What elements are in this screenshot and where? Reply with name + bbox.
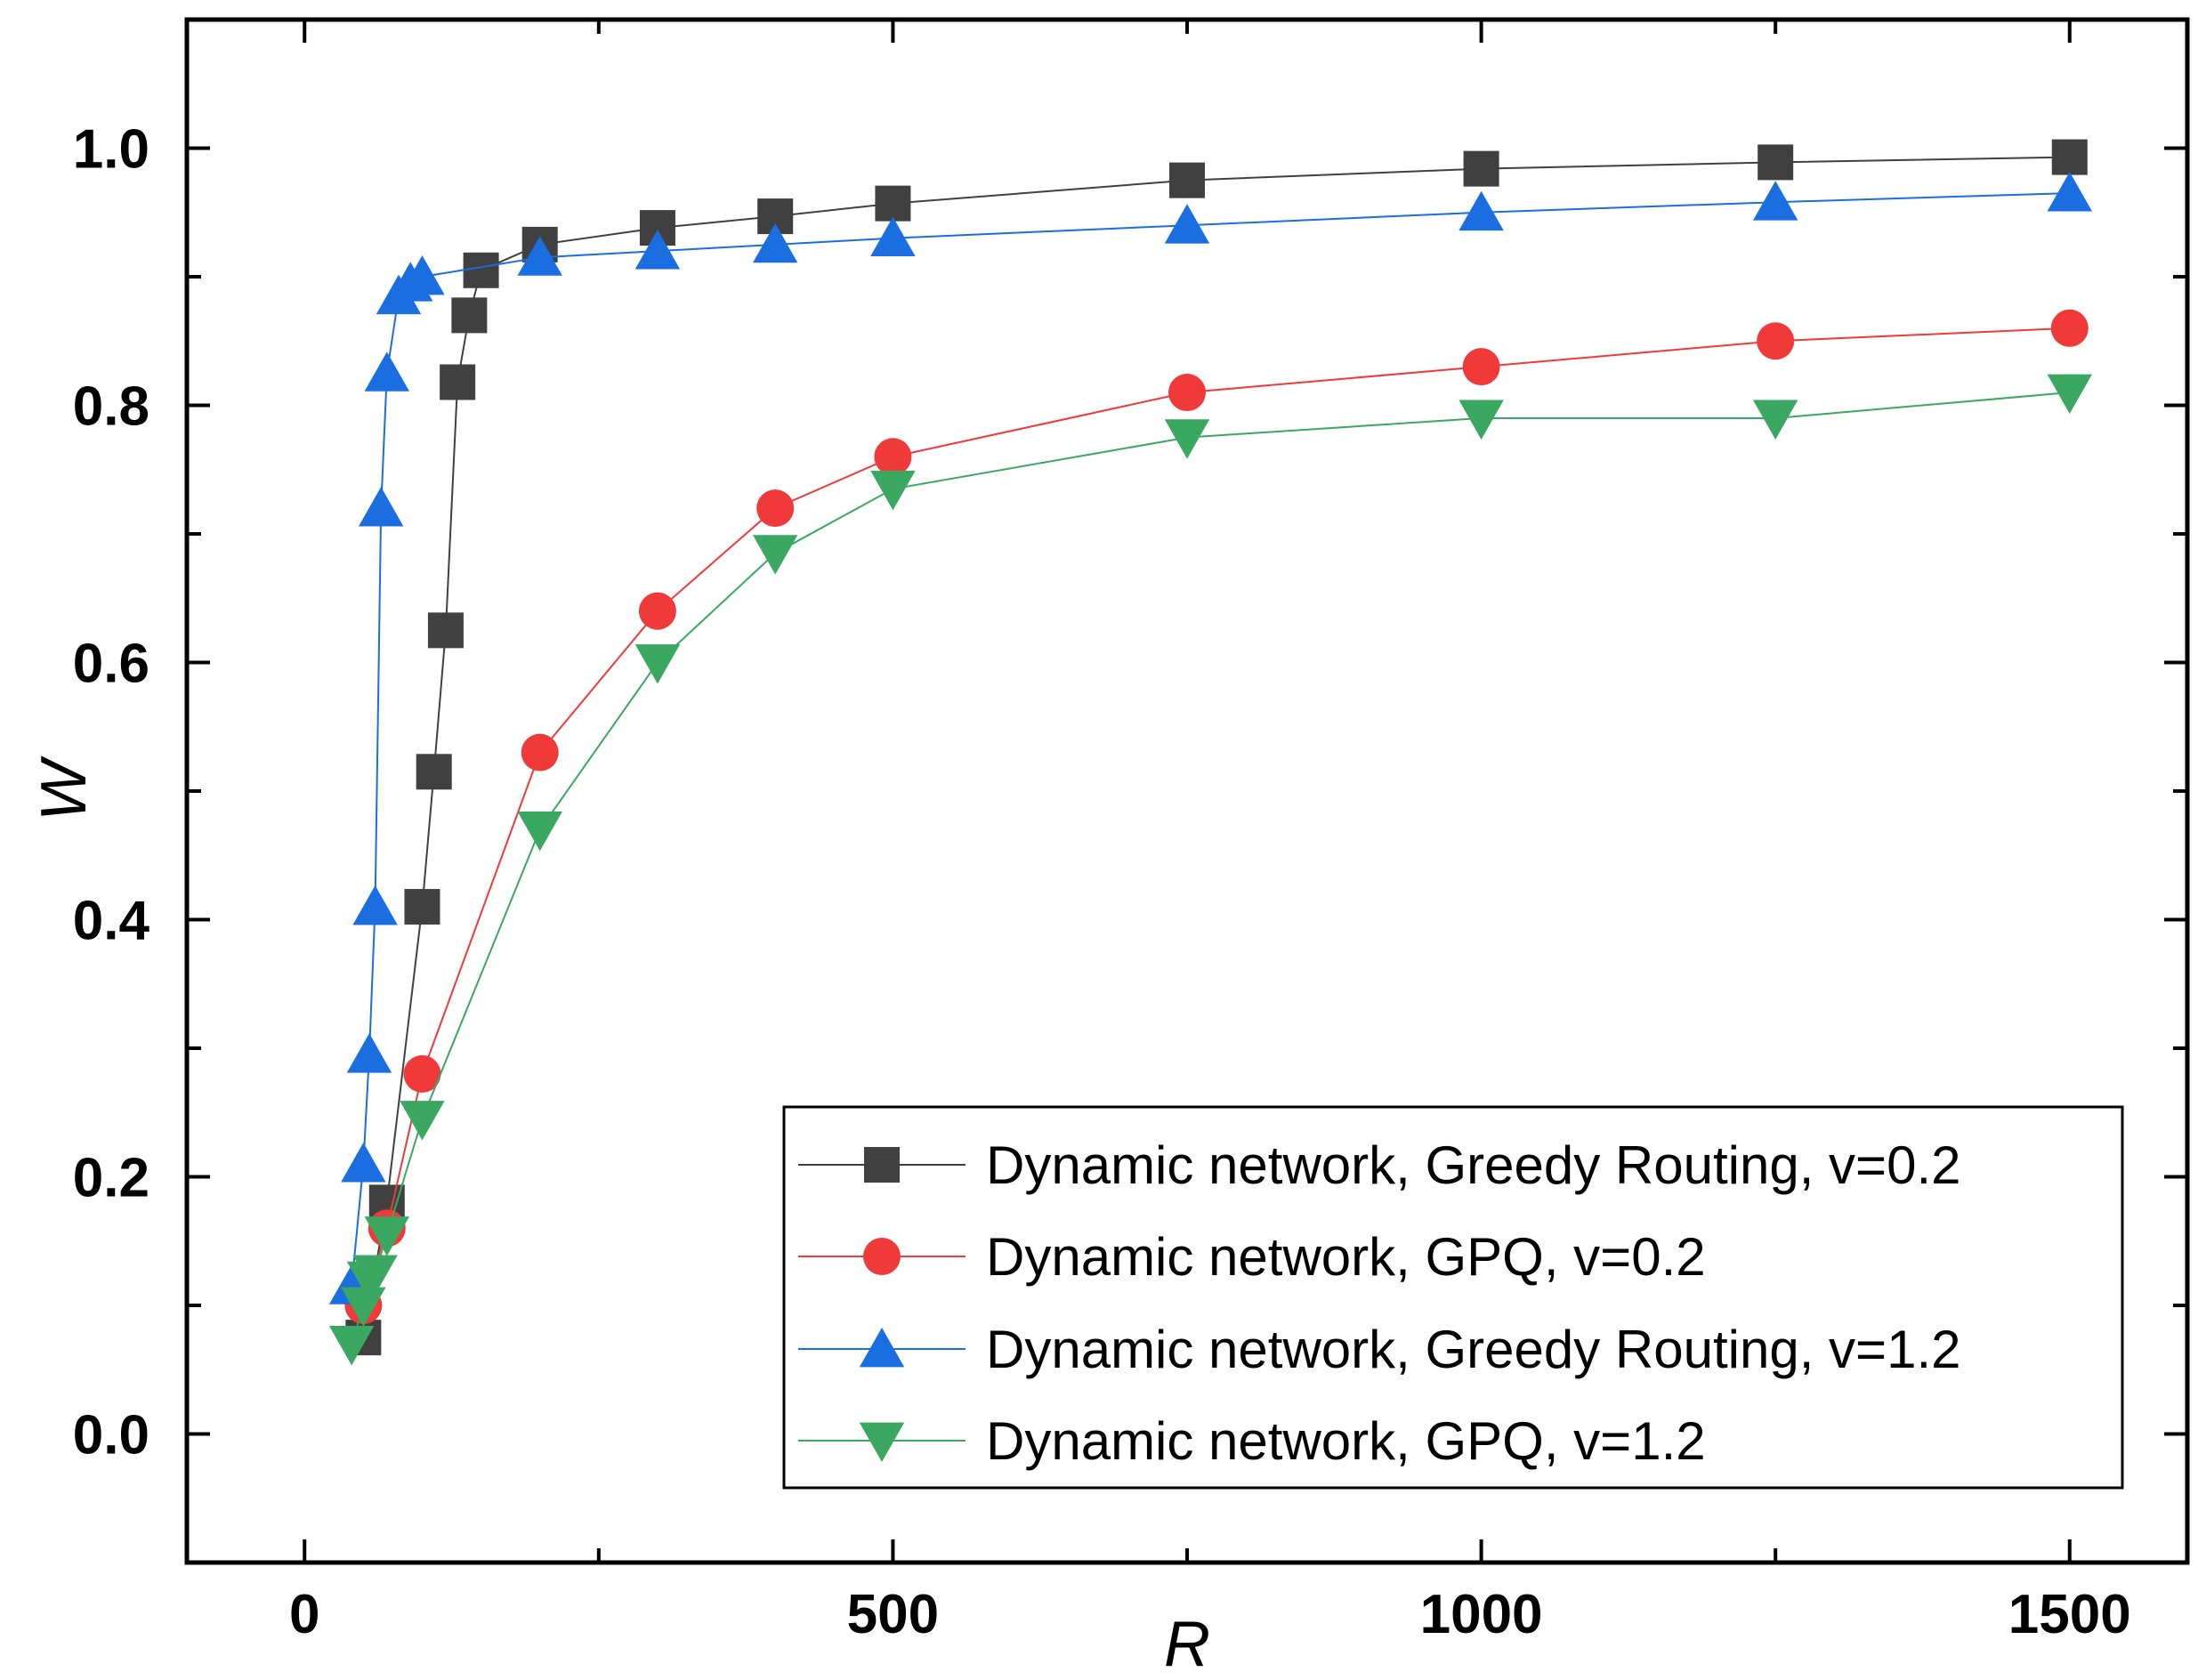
x-tick-label: 500 (847, 1584, 939, 1645)
data-point (1463, 150, 1499, 187)
data-point (400, 1101, 445, 1141)
data-point (634, 644, 681, 684)
legend-label: Dynamic network, GPQ, v=0.2 (986, 1227, 1706, 1287)
data-point (752, 222, 798, 263)
data-point (638, 592, 676, 630)
x-axis-ticks (303, 20, 2072, 1563)
data-point (352, 1255, 398, 1295)
y-tick-label: 0.6 (73, 634, 149, 695)
legend-marker (863, 1238, 901, 1275)
data-point (2047, 374, 2092, 415)
y-tick-label: 0.8 (73, 376, 149, 438)
legend-label: Dynamic network, Greedy Routing, v=1.2 (986, 1320, 1961, 1379)
data-point (756, 489, 795, 528)
y-tick-label: 1.0 (73, 119, 149, 181)
data-point (1757, 322, 1795, 360)
data-point (875, 185, 911, 222)
data-point (1752, 181, 1798, 221)
data-point (1168, 374, 1206, 412)
data-point (2050, 309, 2089, 347)
x-axis-tick-labels: 0 500 1000 1500 (289, 1584, 2131, 1645)
data-point (1169, 162, 1205, 198)
data-point (1752, 400, 1798, 440)
x-tick-label: 0 (289, 1584, 319, 1645)
data-point (1758, 144, 1794, 181)
data-point (328, 1325, 375, 1366)
data-point (364, 1216, 409, 1256)
data-point (870, 471, 916, 511)
y-tick-label: 0.2 (73, 1148, 149, 1209)
legend-marker (864, 1147, 900, 1183)
x-tick-label: 1000 (1420, 1584, 1543, 1645)
data-point (364, 351, 409, 392)
data-point (1459, 190, 1504, 231)
x-axis-title: R (1164, 1609, 1210, 1680)
data-point (1164, 419, 1210, 459)
data-point (352, 885, 398, 925)
data-point (1164, 204, 1210, 244)
data-point (1462, 348, 1500, 386)
series-3 (328, 172, 2092, 1304)
series-1 (345, 139, 2088, 1356)
data-point (634, 230, 681, 270)
y-axis-title: W (28, 755, 100, 821)
y-tick-label: 0.0 (73, 1405, 149, 1466)
data-point (403, 1054, 441, 1093)
legend-item: Dynamic network, GPQ, v=0.2 (798, 1227, 1706, 1287)
y-axis-tick-labels: 0.0 0.2 0.4 0.6 0.8 1.0 (73, 119, 150, 1466)
y-tick-label: 0.4 (73, 891, 150, 952)
legend-item: Dynamic network, Greedy Routing, v=1.2 (798, 1320, 1961, 1379)
data-point (404, 889, 440, 925)
data-point (427, 612, 464, 649)
series-line (362, 156, 2070, 1338)
data-point (874, 438, 912, 476)
legend-marker (859, 1328, 905, 1368)
data-point (451, 297, 488, 334)
legend-item: Dynamic network, GPQ, v=1.2 (798, 1411, 1706, 1471)
legend-box (782, 1105, 2124, 1490)
data-point (2051, 139, 2088, 175)
data-point (517, 236, 562, 276)
legend-label: Dynamic network, Greedy Routing, v=0.2 (986, 1135, 1961, 1195)
series-group (328, 139, 2092, 1366)
x-tick-label: 1500 (2008, 1584, 2131, 1645)
data-point (870, 216, 916, 257)
data-point (463, 252, 499, 288)
data-point (2047, 172, 2092, 212)
data-point (341, 1143, 386, 1183)
legend: Dynamic network, Greedy Routing, v=0.2 Dy… (782, 1105, 2124, 1490)
data-point (752, 535, 798, 575)
data-point (1459, 400, 1504, 440)
data-point (416, 754, 452, 790)
data-point (517, 811, 562, 852)
data-point (400, 255, 445, 295)
legend-item: Dynamic network, Greedy Routing, v=0.2 (798, 1135, 1961, 1195)
data-point (341, 1287, 386, 1327)
series-4 (328, 374, 2092, 1366)
legend-marker (859, 1422, 905, 1462)
data-point (521, 733, 559, 771)
y-axis-ticks (187, 146, 2187, 1436)
data-point (346, 1033, 392, 1073)
data-point (440, 364, 476, 400)
data-point (358, 487, 404, 527)
legend-label: Dynamic network, GPQ, v=1.2 (986, 1411, 1706, 1471)
